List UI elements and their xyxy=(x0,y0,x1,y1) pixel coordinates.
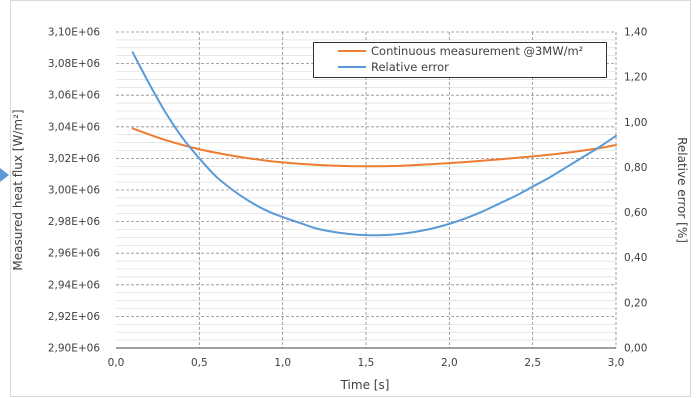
y2-tick-label: 0,00 xyxy=(624,343,647,355)
legend: Continuous measurement @3MW/m² Relative … xyxy=(313,42,607,78)
tick-labels: 0,0 0,5 1,0 1,5 2,0 2,5 3,0 2,90E+06 2,92E+06 2,9… xyxy=(48,27,648,370)
x-tick-label: 1,5 xyxy=(358,357,375,369)
x-tick-label: 0,5 xyxy=(191,357,208,369)
y2-tick-label: 0,40 xyxy=(624,252,647,264)
plot-grid xyxy=(116,31,617,349)
x-tick-label: 2,0 xyxy=(441,357,458,369)
y-tick-label: 3,04E+06 xyxy=(48,121,100,133)
y-tick-label: 2,98E+06 xyxy=(48,216,100,228)
y2-tick-label: 0,20 xyxy=(624,297,647,309)
series-layer xyxy=(131,51,617,237)
series-line-relative-error xyxy=(131,51,617,237)
legend-label-relative-error: Relative error xyxy=(371,60,449,74)
y-tick-label: 2,96E+06 xyxy=(48,248,100,260)
y2-tick-label: 1,00 xyxy=(624,117,647,129)
left-arrow-icon xyxy=(0,168,9,182)
series-line-continuous-measurement xyxy=(131,127,617,168)
y2-tick-label: 0,60 xyxy=(624,207,647,219)
y-tick-label: 3,02E+06 xyxy=(48,153,100,165)
y-tick-label: 3,00E+06 xyxy=(48,185,100,197)
x-tick-label: 0,0 xyxy=(108,357,125,369)
x-axis-title: Time [s] xyxy=(340,378,390,392)
y-tick-label: 3,10E+06 xyxy=(48,27,100,39)
y-tick-label: 3,06E+06 xyxy=(48,90,100,102)
y2-tick-label: 1,20 xyxy=(624,72,647,84)
x-tick-label: 2,5 xyxy=(524,357,541,369)
y-tick-label: 2,92E+06 xyxy=(48,311,100,323)
y-axis-title: Measured heat flux [W/m²] xyxy=(11,109,25,270)
y2-tick-label: 0,80 xyxy=(624,162,647,174)
x-tick-label: 3,0 xyxy=(608,357,625,369)
legend-label-continuous: Continuous measurement @3MW/m² xyxy=(371,44,583,58)
legend-box xyxy=(313,42,607,78)
y2-tick-label: 1,40 xyxy=(624,27,647,39)
y-tick-label: 2,94E+06 xyxy=(48,279,100,291)
x-tick-label: 1,0 xyxy=(274,357,291,369)
y2-axis-title: Relative error [%] xyxy=(675,137,689,243)
y-tick-label: 3,08E+06 xyxy=(48,58,100,70)
y-tick-label: 2,90E+06 xyxy=(48,343,100,355)
